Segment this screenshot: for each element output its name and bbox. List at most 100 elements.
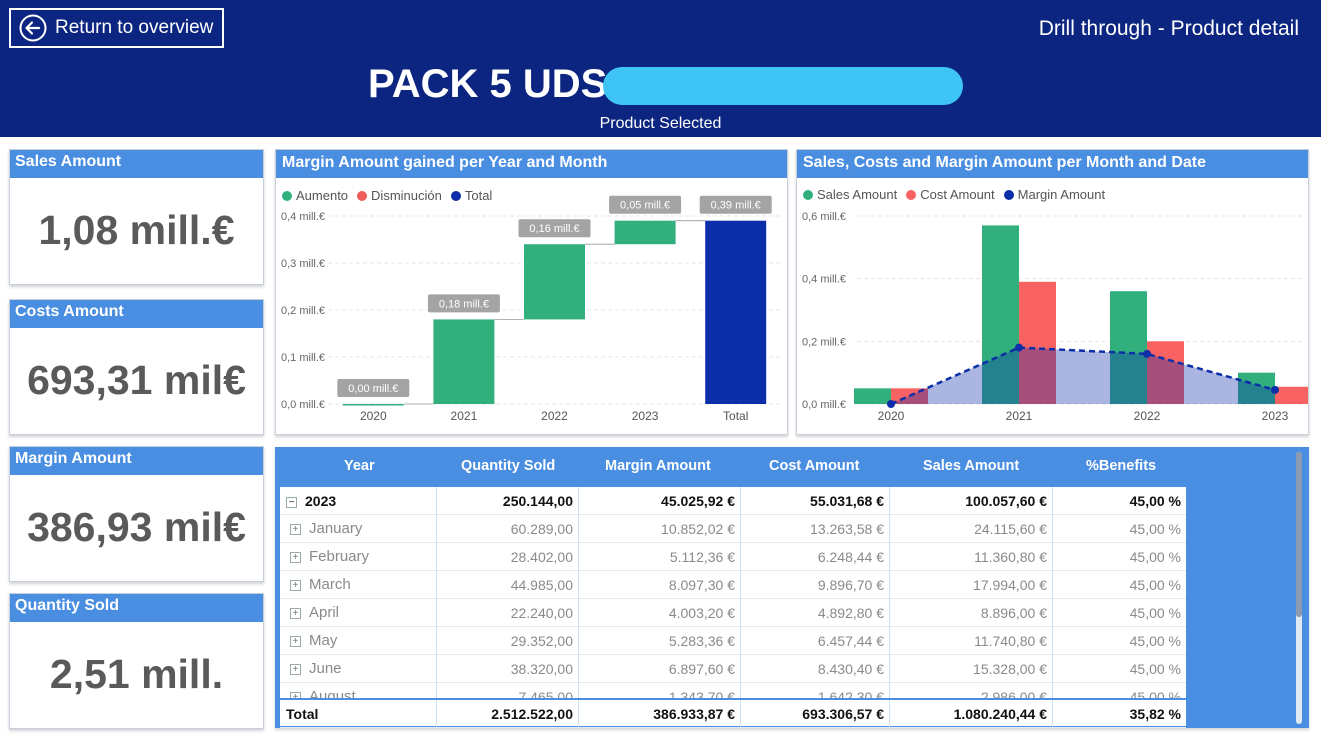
data-label-box — [337, 379, 410, 397]
margin-point — [1271, 385, 1279, 394]
legend-item[interactable]: Cost Amount — [906, 187, 995, 202]
table-cell: 55.031,68 € — [741, 487, 890, 515]
data-label: 0,00 mill.€ — [348, 383, 398, 395]
expand-icon[interactable]: + — [290, 663, 301, 675]
y-tick-label: 0,4 mill.€ — [802, 274, 846, 286]
data-label-box — [427, 294, 500, 313]
month-cell[interactable]: + May — [280, 627, 437, 655]
table-row[interactable]: + May 29.352,00 5.283,36 €6.457,44 €11.740,… — [280, 627, 1186, 655]
waterfall-bar — [524, 244, 585, 320]
table-cell: 100.057,60 € — [890, 487, 1053, 515]
column-header-margin[interactable]: Margin Amount — [605, 458, 711, 474]
product-name: PACK 5 UDS — [368, 62, 608, 106]
scrollbar-thumb[interactable] — [1296, 452, 1302, 617]
legend-dot-icon — [906, 189, 917, 200]
waterfall-bar — [433, 319, 495, 404]
combo-chart-plot: 0,0 mill.€ 0,2 mill.€ 0,4 mill.€ 0,6 mill.€… — [802, 211, 1308, 423]
table-cell: 5.112,36 € — [579, 543, 741, 571]
table-cell: 11.360,80 € — [890, 543, 1053, 571]
kpi-value: 386,93 mil€ — [27, 504, 246, 550]
table-row-year[interactable]: −2023 250.144,00 45.025,92 € 55.031,68 €… — [280, 487, 1186, 515]
table-cell: 1.080.240,44 € — [890, 700, 1053, 728]
kpi-value: 2,51 mill. — [49, 651, 224, 697]
month-cell[interactable]: + January — [280, 515, 437, 543]
table-cell: 10.852,02 € — [579, 515, 741, 543]
month-cell[interactable]: + June — [280, 655, 437, 683]
table-cell: 250.144,00 — [437, 487, 579, 515]
table-row[interactable]: + April 22.240,00 4.003,20 €4.892,80 €8.896… — [280, 599, 1186, 627]
back-button-label: Return to overview — [55, 17, 214, 38]
y-tick-label: 0,0 mill.€ — [281, 399, 325, 411]
column-header-benefits[interactable]: %Benefits — [1086, 458, 1157, 474]
table-row[interactable]: + March 44.985,00 8.097,30 €9.896,70 €17.99… — [280, 571, 1186, 599]
matrix-table[interactable]: Year Quantity Sold Margin Amount Cost Am… — [275, 447, 1309, 728]
legend-dot-icon — [450, 190, 461, 201]
report-header: Return to overview Drill through - Produ… — [0, 0, 1321, 137]
legend-item[interactable]: Margin Amount — [1003, 187, 1105, 202]
waterfall-chart-card[interactable]: Margin Amount gained per Year and Month … — [275, 149, 788, 435]
expand-icon[interactable]: + — [290, 551, 301, 563]
legend-label: Disminución — [371, 188, 442, 203]
column-header-year[interactable]: Year — [344, 458, 375, 474]
table-cell: 11.740,80 € — [890, 627, 1053, 655]
expand-icon[interactable]: + — [290, 607, 301, 619]
table-cell: 9.896,70 € — [741, 571, 890, 599]
month-label: March — [309, 576, 351, 593]
table-cell: 44.985,00 — [437, 571, 579, 599]
cost-bar — [1275, 386, 1308, 404]
month-label: June — [309, 660, 342, 677]
sales-bar — [1110, 291, 1147, 404]
month-cell[interactable]: + March — [280, 571, 437, 599]
legend-dot-icon — [1003, 189, 1014, 200]
table-cell: 8.430,40 € — [741, 655, 890, 683]
table-cell: 6.457,44 € — [741, 627, 890, 655]
total-label: Total — [280, 700, 437, 728]
chart-legend[interactable]: Aumento Disminución Total — [282, 188, 492, 203]
table-cell: 8.896,00 € — [890, 599, 1053, 627]
table-body[interactable]: −2023 250.144,00 45.025,92 € 55.031,68 €… — [280, 487, 1186, 723]
data-label-box — [609, 195, 682, 214]
expand-icon[interactable]: + — [290, 579, 301, 591]
table-row[interactable]: + January 60.289,00 10.852,02 €13.263,58 €2… — [280, 515, 1186, 543]
legend-item[interactable]: Aumento — [282, 188, 348, 203]
month-cell[interactable]: + April — [280, 599, 437, 627]
return-to-overview-button[interactable]: Return to overview — [9, 8, 224, 48]
table-cell: 4.892,80 € — [741, 599, 890, 627]
column-header-cost[interactable]: Cost Amount — [769, 458, 860, 474]
legend-dot-icon — [803, 189, 813, 200]
table-cell: 5.283,36 € — [579, 627, 741, 655]
legend-item[interactable]: Disminución — [357, 188, 442, 203]
table-cell: 45,00 % — [1053, 571, 1186, 599]
product-caption: Product Selected — [599, 115, 722, 132]
legend-dot-icon — [357, 190, 368, 201]
expand-icon[interactable]: + — [290, 523, 301, 535]
table-cell: 22.240,00 — [437, 599, 579, 627]
margin-point — [887, 400, 895, 408]
y-tick-label: 0,1 mill.€ — [281, 352, 325, 364]
table-row[interactable]: + February 28.402,00 5.112,36 €6.248,44 €11… — [280, 543, 1186, 571]
table-cell: 6.248,44 € — [741, 543, 890, 571]
table-cell: 6.897,60 € — [579, 655, 741, 683]
combo-chart-card[interactable]: Sales, Costs and Margin Amount per Month… — [796, 149, 1309, 435]
column-header-sales[interactable]: Sales Amount — [923, 458, 1020, 474]
data-label-box — [518, 219, 591, 238]
y-tick-label: 0,3 mill.€ — [281, 258, 325, 270]
month-cell[interactable]: + February — [280, 543, 437, 571]
table-cell: 45,00 % — [1053, 515, 1186, 543]
sales-bar — [982, 225, 1019, 404]
table-cell: 17.994,00 € — [890, 571, 1053, 599]
legend-item[interactable]: Total — [450, 188, 492, 203]
column-header-quantity[interactable]: Quantity Sold — [461, 458, 556, 474]
table-cell: 2.512.522,00 — [437, 700, 579, 728]
expand-icon[interactable]: + — [290, 635, 301, 647]
chart-legend[interactable]: Sales Amount Cost Amount Margin Amount — [803, 187, 1105, 202]
x-tick-label: 2020 — [360, 409, 387, 423]
legend-item[interactable]: Sales Amount — [803, 187, 897, 202]
table-cell: 693.306,57 € — [741, 700, 890, 728]
x-tick-label: 2021 — [1006, 409, 1033, 423]
collapse-icon[interactable]: − — [286, 496, 297, 508]
table-row[interactable]: + June 38.320,00 6.897,60 €8.430,40 €15.328… — [280, 655, 1186, 683]
cost-bar — [1147, 341, 1184, 404]
year-cell[interactable]: −2023 — [280, 487, 437, 515]
table-cell: 45,00 % — [1053, 655, 1186, 683]
